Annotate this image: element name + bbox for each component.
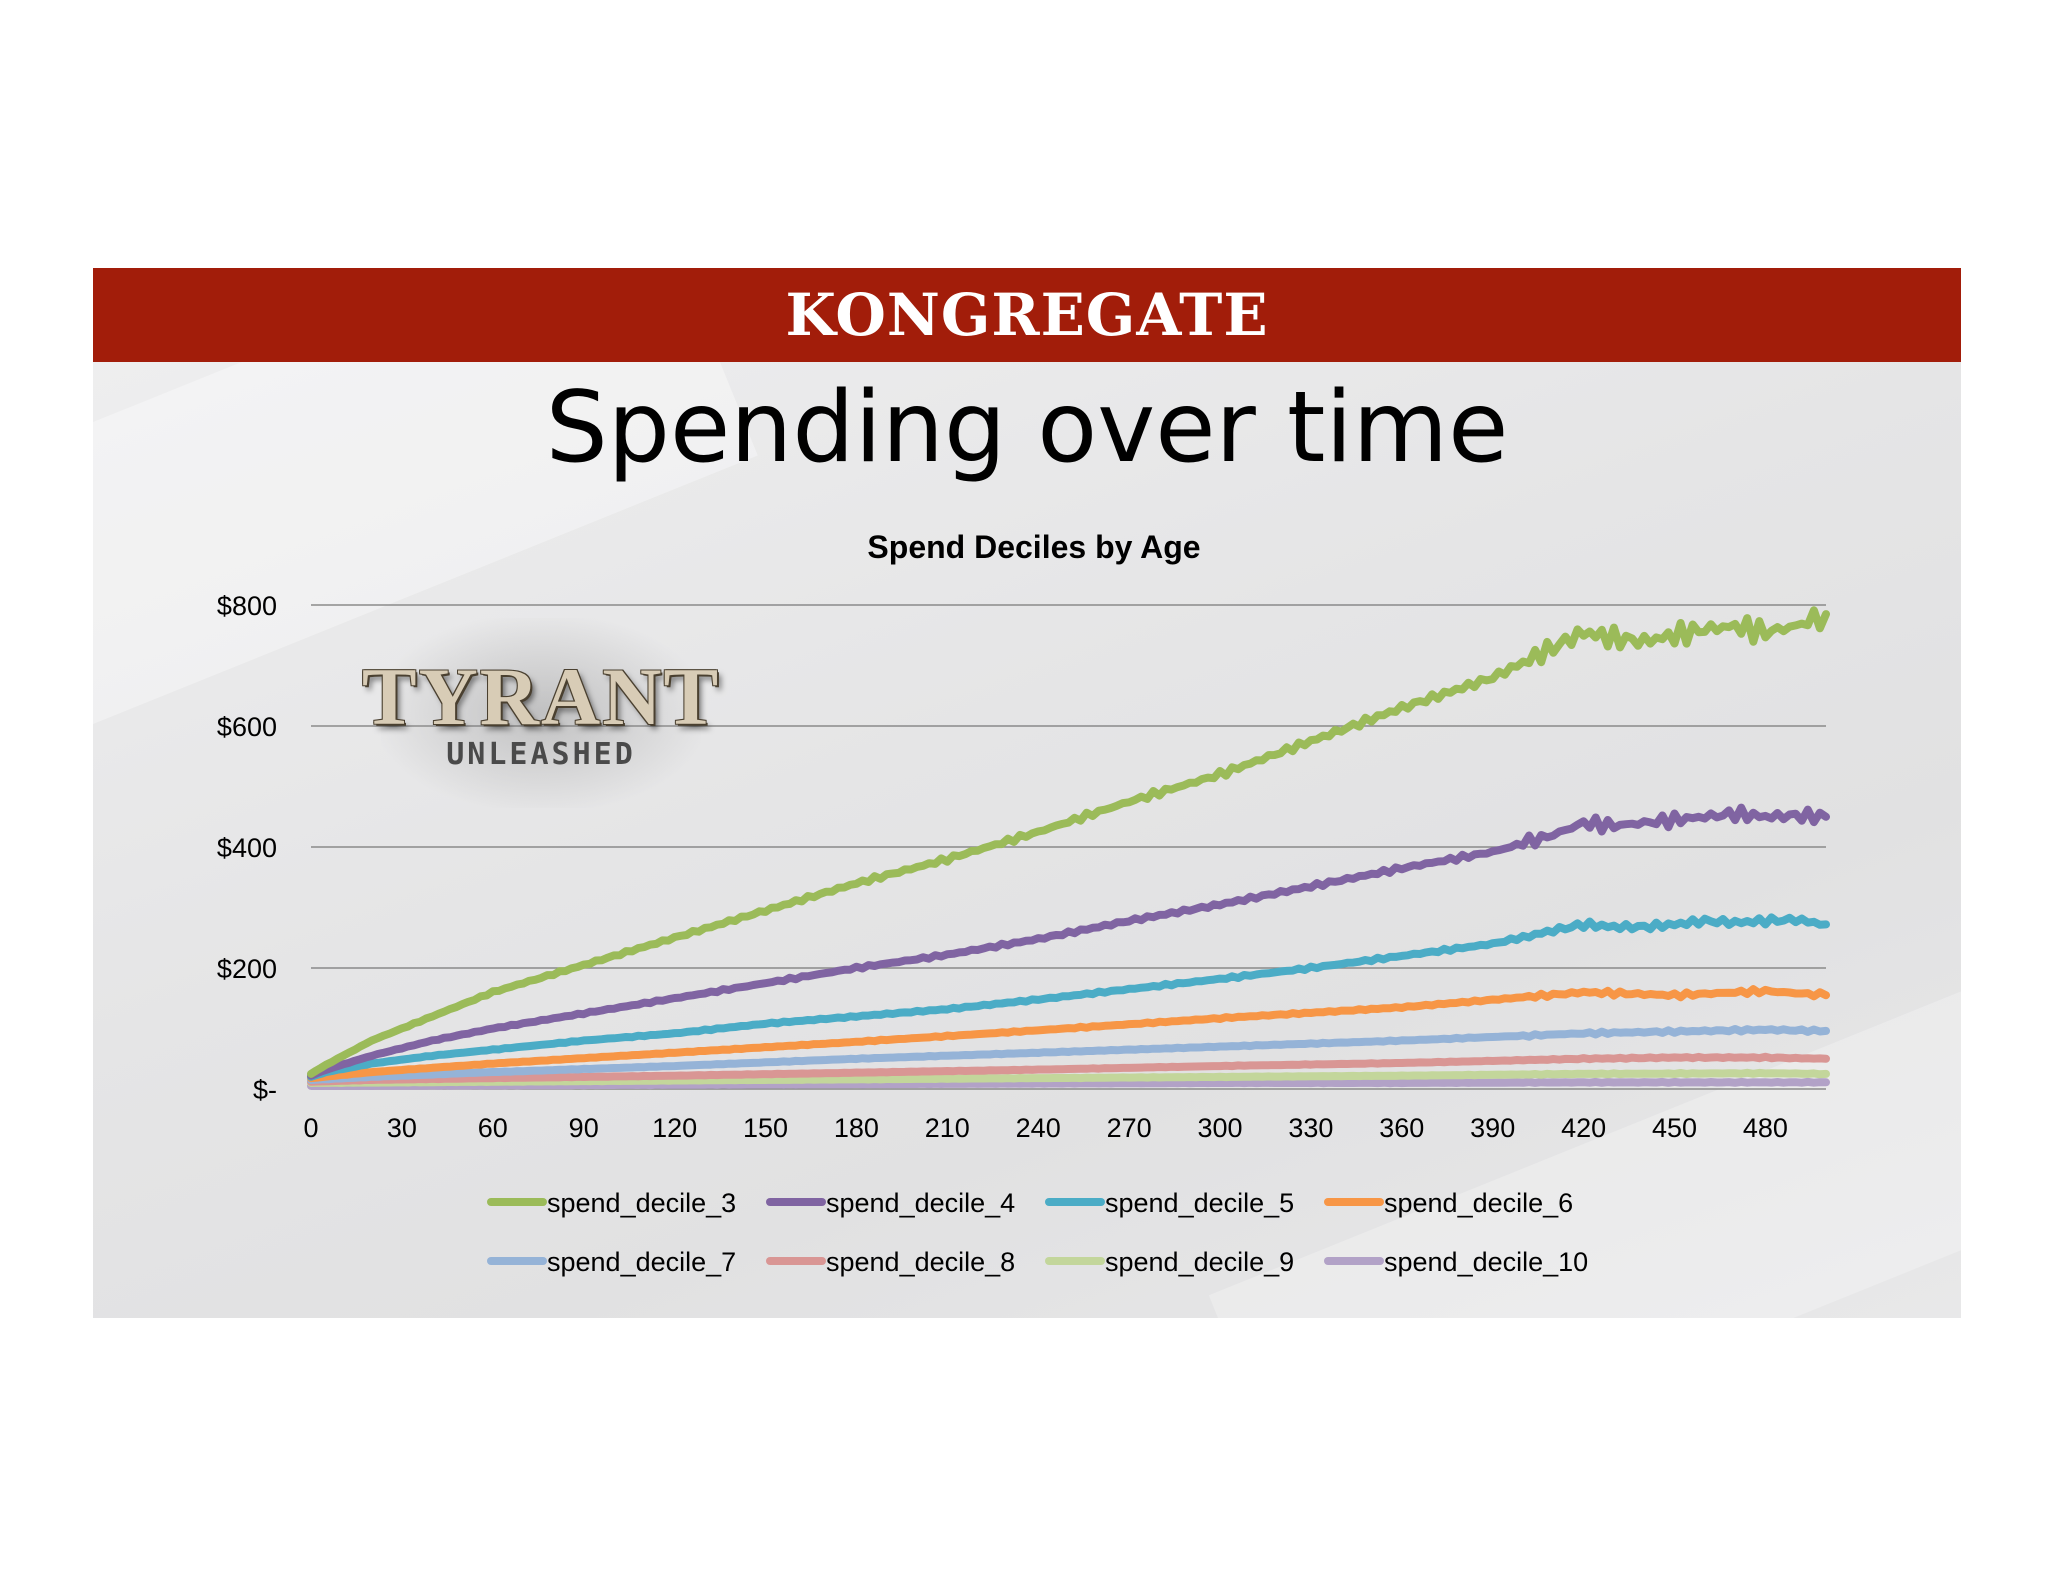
series-line-spend_decile_3: [307, 606, 1830, 1078]
series-line-spend_decile_9: [307, 1068, 1830, 1087]
x-tick-label: 90: [569, 1113, 599, 1143]
y-tick-label: $200: [217, 954, 277, 984]
legend-label: spend_decile_4: [826, 1188, 1015, 1218]
x-tick-label: 390: [1470, 1113, 1515, 1143]
x-tick-label: 150: [743, 1113, 788, 1143]
y-tick-label: $400: [217, 833, 277, 863]
y-tick-label: $-: [253, 1075, 277, 1105]
line-chart: Spend Deciles by Age $-$200$400$600$800 …: [217, 529, 1830, 1277]
legend-label: spend_decile_10: [1384, 1247, 1588, 1277]
x-tick-label: 300: [1197, 1113, 1242, 1143]
x-tick-label: 480: [1743, 1113, 1788, 1143]
legend-label: spend_decile_5: [1105, 1188, 1294, 1218]
legend-label: spend_decile_7: [547, 1247, 736, 1277]
legend-label: spend_decile_8: [826, 1247, 1015, 1277]
x-tick-label: 210: [925, 1113, 970, 1143]
legend: spend_decile_3 spend_decile_4 spend_decile…: [487, 1188, 1588, 1277]
plot-area: [307, 606, 1830, 1090]
y-axis: $- $200 $400 $600 $800: [217, 591, 277, 1105]
x-axis: 0 30 60 90 120 150 180 210 240 270 300 330 360 390 420…: [303, 1113, 1787, 1143]
x-tick-label: 450: [1652, 1113, 1697, 1143]
legend-label: spend_decile_3: [547, 1188, 736, 1218]
slide: KONGREGATE Spending over time Spend Deci…: [93, 268, 1961, 1318]
legend-label: spend_decile_9: [1105, 1247, 1294, 1277]
y-tick-label: $600: [217, 712, 277, 742]
logo-sub-text: UNLEASHED: [446, 736, 636, 772]
tyrant-unleashed-logo: TYRANT UNLEASHED: [362, 618, 718, 808]
slide-title: Spending over time: [545, 371, 1509, 485]
x-tick-label: 270: [1107, 1113, 1152, 1143]
brand-logo-text: KONGREGATE: [785, 281, 1269, 349]
x-tick-label: 240: [1016, 1113, 1061, 1143]
x-tick-label: 180: [834, 1113, 879, 1143]
x-tick-label: 30: [387, 1113, 417, 1143]
series-line-spend_decile_4: [307, 803, 1830, 1080]
logo-main-text: TYRANT: [361, 650, 721, 742]
series-line-spend_decile_5: [307, 913, 1830, 1081]
series-line-spend_decile_6: [307, 985, 1830, 1083]
x-tick-label: 120: [652, 1113, 697, 1143]
y-tick-label: $800: [217, 591, 277, 621]
x-tick-label: 360: [1379, 1113, 1424, 1143]
legend-label: spend_decile_6: [1384, 1188, 1573, 1218]
x-tick-label: 0: [303, 1113, 318, 1143]
series-line-spend_decile_8: [307, 1052, 1830, 1086]
x-tick-label: 60: [478, 1113, 508, 1143]
x-tick-label: 330: [1288, 1113, 1333, 1143]
series-line-spend_decile_7: [307, 1025, 1830, 1084]
chart-title: Spend Deciles by Age: [867, 529, 1200, 565]
header-banner: KONGREGATE: [93, 268, 1961, 362]
x-tick-label: 420: [1561, 1113, 1606, 1143]
